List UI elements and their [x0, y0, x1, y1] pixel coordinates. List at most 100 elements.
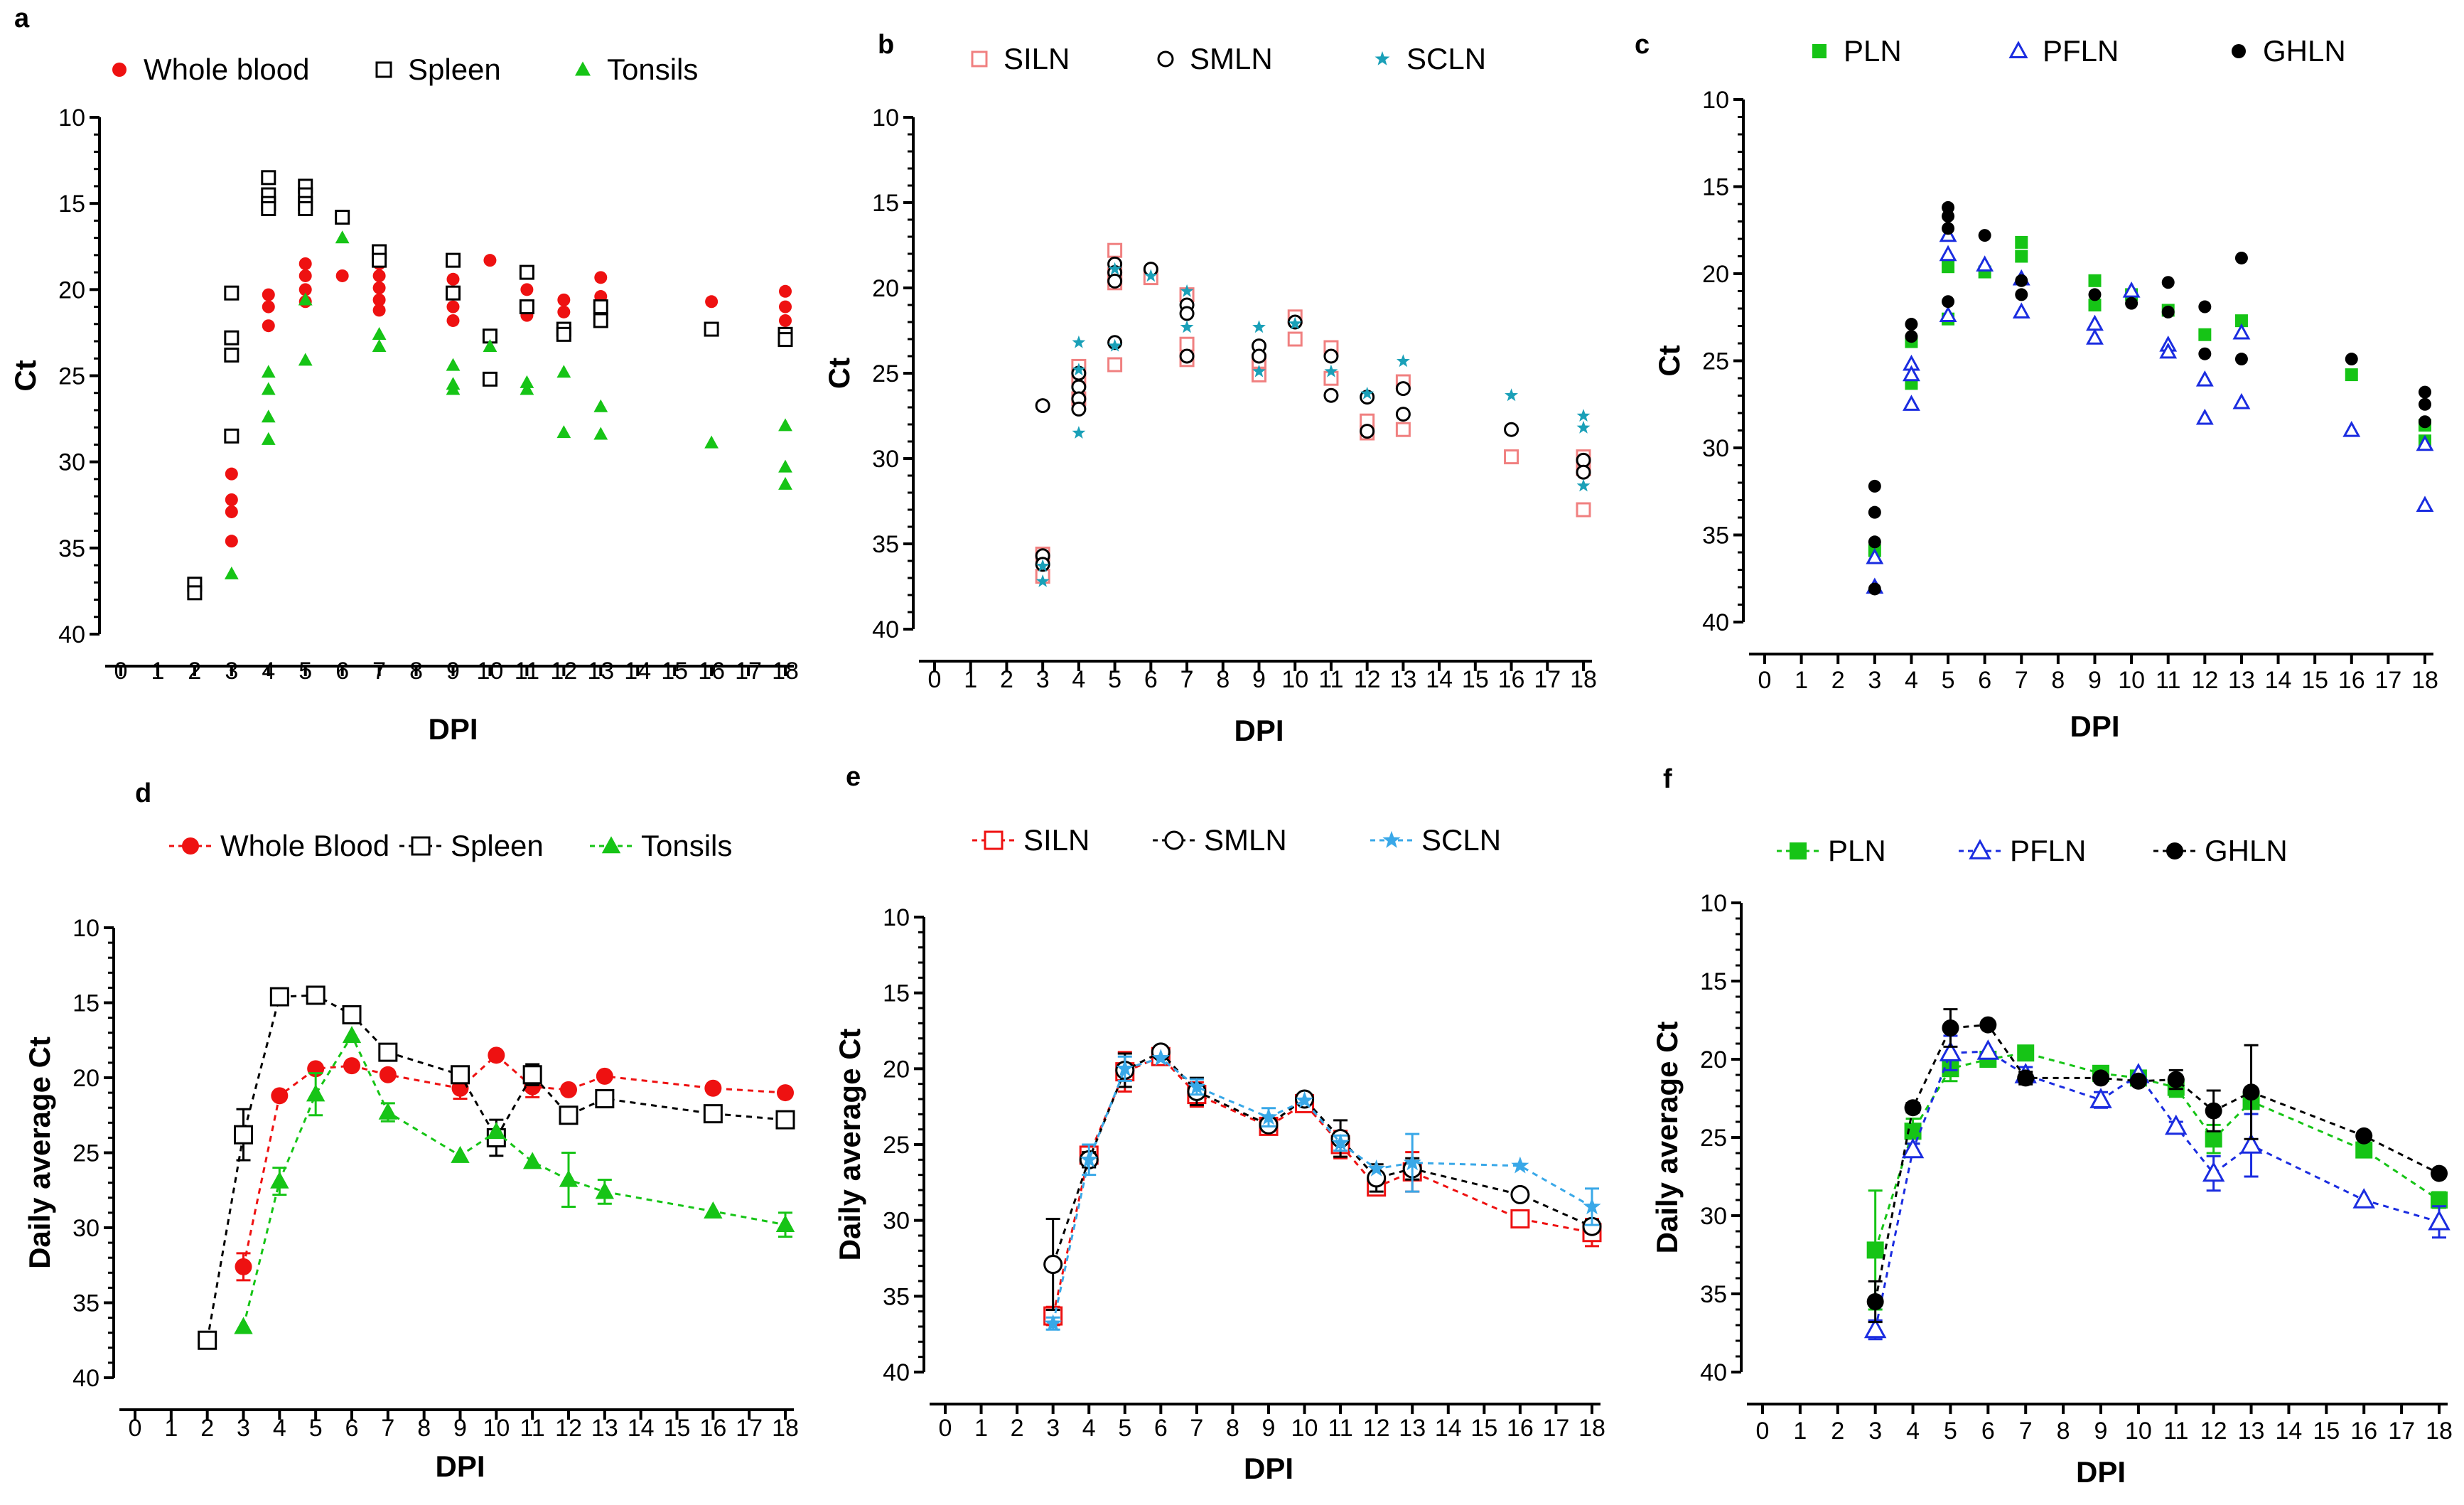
y-tick-label: 40 [1700, 1359, 1727, 1386]
data-point [446, 300, 460, 314]
panel-letter-d: d [135, 778, 151, 808]
x-tick-label: 15 [2313, 1418, 2340, 1445]
data-point [520, 375, 534, 388]
x-tick-label: 0 [928, 666, 942, 693]
data-point [779, 314, 792, 327]
data-point [1576, 478, 1591, 492]
x-tick-label: 7 [2015, 667, 2028, 694]
data-point [335, 210, 350, 225]
data-point [1583, 1197, 1601, 1215]
y-tick-label: 30 [72, 1215, 99, 1242]
data-point [1868, 582, 1881, 596]
data-point [1510, 1184, 1530, 1204]
data-point [522, 1152, 542, 1169]
data-point [1252, 364, 1266, 377]
data-point [2015, 288, 2028, 301]
x-axis-title: DPI [1244, 1452, 1293, 1485]
data-point [1035, 574, 1050, 587]
data-point [1151, 1049, 1170, 1066]
legend-marker [2008, 41, 2028, 58]
data-point [2355, 1127, 2373, 1145]
x-tick-label: 9 [446, 658, 460, 685]
y-tick-label: 40 [72, 1365, 99, 1392]
x-tick-label: 2 [1831, 1418, 1844, 1445]
legend-label: PLN [1828, 834, 1886, 867]
data-point [1576, 464, 1591, 480]
data-point [2239, 1133, 2263, 1154]
legend-marker [2166, 842, 2183, 859]
y-axis-title: Daily average Ct [23, 1037, 56, 1269]
data-point [2012, 302, 2030, 319]
x-tick-label: 6 [1978, 667, 1991, 694]
y-tick-label: 20 [58, 277, 85, 304]
data-point [262, 300, 275, 314]
data-point [2202, 1161, 2225, 1182]
x-axis-title: DPI [2070, 709, 2119, 743]
data-point [1072, 426, 1086, 439]
legend-marker [1969, 839, 1991, 859]
data-point [705, 295, 719, 309]
data-point [488, 1046, 505, 1064]
y-tick-label: 30 [883, 1208, 910, 1235]
x-tick-label: 0 [1756, 1418, 1770, 1445]
series-line [1874, 1024, 2440, 1302]
x-tick-label: 5 [1108, 666, 1121, 693]
data-point [335, 269, 349, 282]
legend-label: SCLN [1406, 42, 1486, 75]
data-point [2234, 251, 2248, 264]
data-point [1903, 365, 1920, 382]
y-tick-label: 40 [1702, 609, 1729, 636]
panel-letter-c: c [1635, 30, 1650, 60]
data-point [1072, 335, 1086, 348]
data-point [2159, 342, 2178, 359]
series-ghln [1866, 1008, 2448, 1324]
data-point [704, 435, 719, 449]
y-tick-label: 25 [883, 1132, 910, 1159]
data-point [2167, 1071, 2185, 1088]
data-point [269, 987, 289, 1007]
x-tick-label: 8 [2057, 1418, 2070, 1445]
series-scln [1035, 262, 1591, 587]
legend-marker [1157, 50, 1174, 68]
data-point [2015, 274, 2028, 287]
series-pfln [1866, 225, 2434, 594]
data-point [560, 1081, 577, 1098]
x-tick-label: 1 [151, 658, 164, 685]
data-point [779, 284, 792, 298]
legend-label: SILN [1023, 823, 1090, 857]
x-tick-label: 10 [2125, 1418, 2152, 1445]
data-point [1942, 1019, 1959, 1037]
data-point [1108, 262, 1121, 275]
data-point [1107, 273, 1123, 289]
series-siln [1035, 242, 1591, 584]
data-point [2428, 1209, 2450, 1231]
data-point [2161, 276, 2175, 289]
legend-label: PFLN [2043, 34, 2119, 68]
x-tick-label: 16 [2338, 667, 2365, 694]
data-point [1108, 338, 1121, 352]
data-point [1504, 422, 1519, 437]
data-point [2088, 288, 2102, 301]
data-point [1939, 306, 1957, 322]
data-point [1323, 348, 1339, 364]
data-point [262, 319, 275, 333]
data-point [1905, 330, 1918, 343]
data-point [2092, 1069, 2109, 1087]
data-point [198, 1330, 217, 1350]
data-point [225, 505, 238, 518]
y-tick-label: 15 [883, 980, 910, 1007]
data-point [379, 1066, 397, 1083]
data-point [594, 271, 608, 284]
data-point [1904, 1123, 1922, 1140]
data-point [372, 338, 387, 352]
data-point [2198, 347, 2212, 360]
x-tick-label: 16 [698, 658, 725, 685]
x-tick-label: 14 [624, 658, 651, 685]
data-point [2342, 421, 2361, 437]
y-tick-label: 10 [872, 105, 899, 132]
x-tick-label: 17 [1534, 666, 1561, 693]
x-tick-label: 14 [628, 1415, 655, 1442]
x-tick-label: 3 [1868, 667, 1881, 694]
